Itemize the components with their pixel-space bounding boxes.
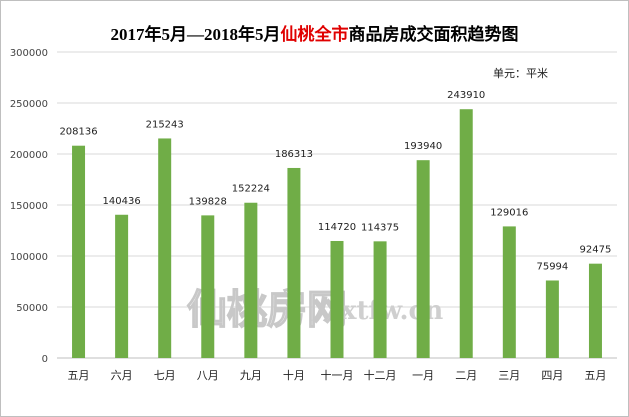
bar	[416, 160, 430, 358]
bar	[72, 145, 86, 358]
title-prefix: 2017年5月—2018年5月	[110, 25, 281, 44]
category-label: 四月	[541, 369, 563, 382]
bar	[459, 109, 473, 359]
bar	[201, 215, 215, 358]
category-labels: 五月 六月 七月 八月 九月 十月 十一月 十二月 一月 二月 三月 四月 五月	[68, 368, 607, 382]
data-label: 139828	[189, 196, 227, 207]
data-label: 215243	[146, 119, 184, 130]
data-label: 193940	[404, 141, 442, 152]
bar	[373, 241, 387, 358]
data-label: 243910	[447, 90, 485, 101]
data-label: 186313	[275, 149, 313, 160]
bar	[545, 280, 559, 358]
category-label: 八月	[197, 369, 219, 382]
category-label: 五月	[584, 369, 606, 382]
bar	[588, 263, 602, 358]
bar	[158, 138, 172, 358]
category-label: 十二月	[364, 368, 397, 382]
y-tick-label: 50000	[16, 303, 48, 314]
y-tick-label: 100000	[10, 252, 48, 263]
category-label: 七月	[154, 369, 176, 382]
category-label: 五月	[68, 369, 90, 382]
data-label: 152224	[232, 184, 270, 195]
bar	[502, 226, 516, 358]
category-label: 二月	[455, 369, 477, 382]
data-label: 208136	[59, 127, 97, 138]
unit-label: 单元：平米	[493, 67, 548, 80]
data-label: 75994	[536, 261, 568, 272]
category-label: 十一月	[321, 368, 354, 382]
bars	[72, 109, 602, 359]
category-label: 九月	[240, 369, 262, 382]
y-tick-label: 150000	[10, 201, 48, 212]
bar	[330, 240, 344, 358]
y-tick-label: 0	[42, 354, 48, 365]
bar	[244, 202, 258, 358]
bar	[287, 167, 301, 358]
data-label: 129016	[490, 207, 528, 218]
y-tick-label: 300000	[10, 48, 48, 59]
data-label: 114720	[318, 222, 356, 233]
watermark: 仙桃房网 xtfw.cn	[186, 286, 443, 334]
chart-title: 2017年5月—2018年5月仙桃全市商品房成交面积趋势图	[1, 20, 628, 45]
data-labels: 208136 140436 215243 139828 152224 186313 1147…	[59, 90, 611, 272]
category-label: 十月	[283, 368, 305, 382]
data-label: 140436	[103, 196, 141, 207]
y-tick-label: 250000	[10, 99, 48, 110]
title-suffix: 商品房成交面积趋势图	[348, 25, 519, 44]
y-tick-label: 200000	[10, 150, 48, 161]
data-label: 114375	[361, 222, 399, 233]
bar	[115, 214, 129, 358]
title-highlight: 仙桃全市	[280, 25, 349, 44]
y-axis-tick-labels: 0 50000 100000 150000 200000 250000 300000	[10, 48, 48, 365]
category-label: 一月	[412, 369, 434, 382]
gridlines	[57, 51, 617, 359]
data-label: 92475	[580, 245, 612, 256]
category-label: 三月	[498, 369, 520, 382]
category-label: 六月	[111, 369, 133, 382]
